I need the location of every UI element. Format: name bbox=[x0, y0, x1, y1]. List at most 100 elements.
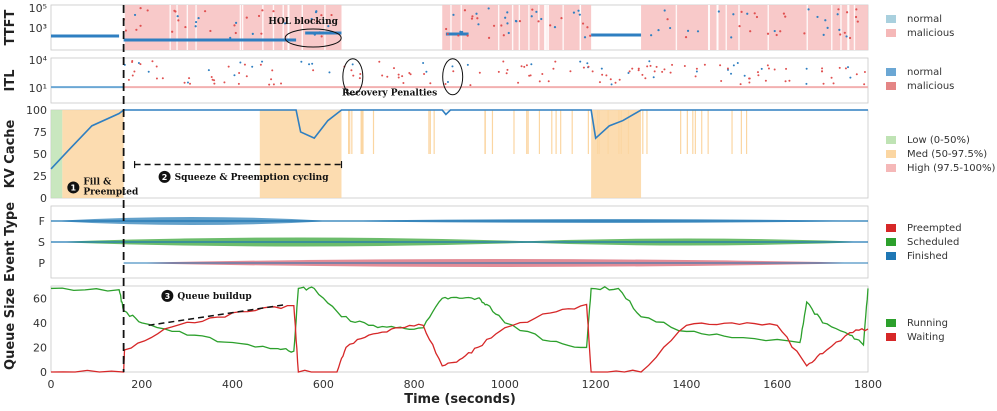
itl-point bbox=[730, 72, 733, 75]
itl-point bbox=[259, 63, 262, 66]
ttft-point bbox=[855, 8, 858, 11]
itl-point bbox=[788, 79, 791, 82]
ttft-point bbox=[845, 35, 848, 38]
ttft-legend-swatch bbox=[886, 15, 896, 23]
queue-xtick: 200 bbox=[131, 378, 152, 391]
ttft-point bbox=[577, 9, 580, 12]
ttft-point bbox=[531, 8, 534, 11]
ttft-shade-gap bbox=[169, 5, 171, 50]
itl-point bbox=[695, 70, 698, 73]
itl-legend-label: normal bbox=[907, 67, 942, 78]
ttft-shade-gap bbox=[301, 5, 303, 50]
ttft-point bbox=[506, 22, 509, 25]
ttft-point bbox=[518, 20, 522, 23]
itl-point bbox=[628, 70, 631, 73]
ttft-point bbox=[197, 16, 200, 20]
ttft-point bbox=[537, 20, 540, 23]
ttft-point bbox=[663, 9, 666, 12]
queue-legend-label: Running bbox=[907, 318, 948, 329]
ttft-point bbox=[583, 36, 587, 39]
ttft-point bbox=[553, 26, 557, 29]
itl-point bbox=[743, 74, 746, 77]
itl-point bbox=[736, 61, 739, 64]
itl-point bbox=[131, 60, 134, 63]
ttft-point bbox=[730, 36, 733, 39]
itl-point bbox=[422, 62, 425, 65]
recovery-ellipse bbox=[342, 58, 364, 96]
kv-line bbox=[50, 109, 868, 170]
kv-legend-label: Low (0-50%) bbox=[907, 135, 970, 146]
itl-point bbox=[863, 83, 866, 86]
event-tick-F: F bbox=[39, 215, 45, 228]
badge-2 bbox=[158, 170, 171, 183]
ttft-point bbox=[856, 20, 859, 23]
kv-band bbox=[259, 110, 342, 198]
itl-point bbox=[863, 70, 866, 73]
panel-frame-kv bbox=[50, 109, 869, 199]
itl-point bbox=[497, 70, 500, 73]
ttft-shade-gap bbox=[195, 5, 197, 50]
itl-point bbox=[637, 67, 640, 70]
queue-ytick: 60 bbox=[33, 292, 47, 305]
ttft-shade-gap bbox=[528, 5, 530, 50]
ttft-shade-gap bbox=[848, 5, 850, 50]
panel-frames bbox=[50, 4, 869, 373]
ttft-shade-gap bbox=[767, 5, 769, 50]
kv-ytick: 50 bbox=[33, 148, 47, 161]
ttft-point bbox=[229, 36, 232, 40]
ttft-point bbox=[463, 9, 467, 12]
recovery-annotation: Recovery Penalties bbox=[342, 89, 437, 99]
ttft-shade-gap bbox=[717, 5, 719, 50]
itl-point bbox=[661, 70, 664, 73]
itl-point bbox=[784, 80, 787, 83]
itl-point bbox=[610, 83, 613, 86]
squeeze-annotation: Squeeze & Preemption cycling bbox=[175, 173, 330, 183]
event-legend-swatch bbox=[886, 252, 896, 260]
ttft-point bbox=[139, 7, 142, 10]
ttft-legend-swatch bbox=[886, 29, 896, 37]
itl-point bbox=[739, 83, 742, 86]
ttft-shade-gap bbox=[241, 5, 244, 50]
itl-point bbox=[756, 71, 759, 74]
ttft-point bbox=[650, 34, 653, 37]
itl-point bbox=[147, 70, 150, 73]
hol-annotation: HOL blocking bbox=[268, 17, 338, 27]
ttft-point bbox=[854, 15, 858, 19]
kv-legend-label: Med (50-97.5%) bbox=[907, 149, 987, 160]
itl-point bbox=[847, 66, 850, 69]
itl-point bbox=[757, 74, 760, 77]
itl-point bbox=[272, 83, 275, 86]
ttft-point bbox=[184, 25, 187, 29]
itl-point bbox=[268, 83, 271, 86]
itl-point bbox=[402, 81, 405, 84]
ttft-shade-gap bbox=[546, 5, 548, 50]
ttft-point bbox=[657, 29, 660, 32]
ttft-point bbox=[669, 26, 672, 30]
itl-ylabel: ITL bbox=[3, 70, 18, 92]
ttft-point bbox=[822, 33, 825, 36]
itl-point bbox=[671, 63, 674, 66]
ttft-point bbox=[589, 34, 592, 37]
badge-1 bbox=[67, 181, 80, 194]
itl-point bbox=[358, 77, 361, 80]
itl-point bbox=[378, 60, 381, 63]
kv-legend-swatch bbox=[886, 150, 896, 158]
itl-point bbox=[655, 65, 658, 68]
itl-point bbox=[210, 76, 213, 79]
ttft-point bbox=[487, 36, 491, 39]
itl-point bbox=[155, 77, 158, 80]
ttft-point bbox=[177, 19, 180, 22]
legends: normal malicious normal malicious Low (0-50%… bbox=[886, 14, 996, 343]
itl-point bbox=[213, 82, 216, 85]
ttft-point bbox=[209, 29, 212, 33]
event-legend-label: Finished bbox=[907, 251, 948, 262]
ttft-point bbox=[732, 13, 735, 16]
itl-point bbox=[821, 67, 824, 70]
ttft-shade-gap bbox=[186, 5, 189, 50]
ttft-point bbox=[666, 18, 669, 21]
itl-point bbox=[223, 81, 226, 84]
ttft-point bbox=[203, 10, 207, 13]
kv-ytick: 100 bbox=[26, 104, 47, 117]
ttft-point bbox=[749, 30, 752, 33]
itl-point bbox=[517, 81, 520, 84]
